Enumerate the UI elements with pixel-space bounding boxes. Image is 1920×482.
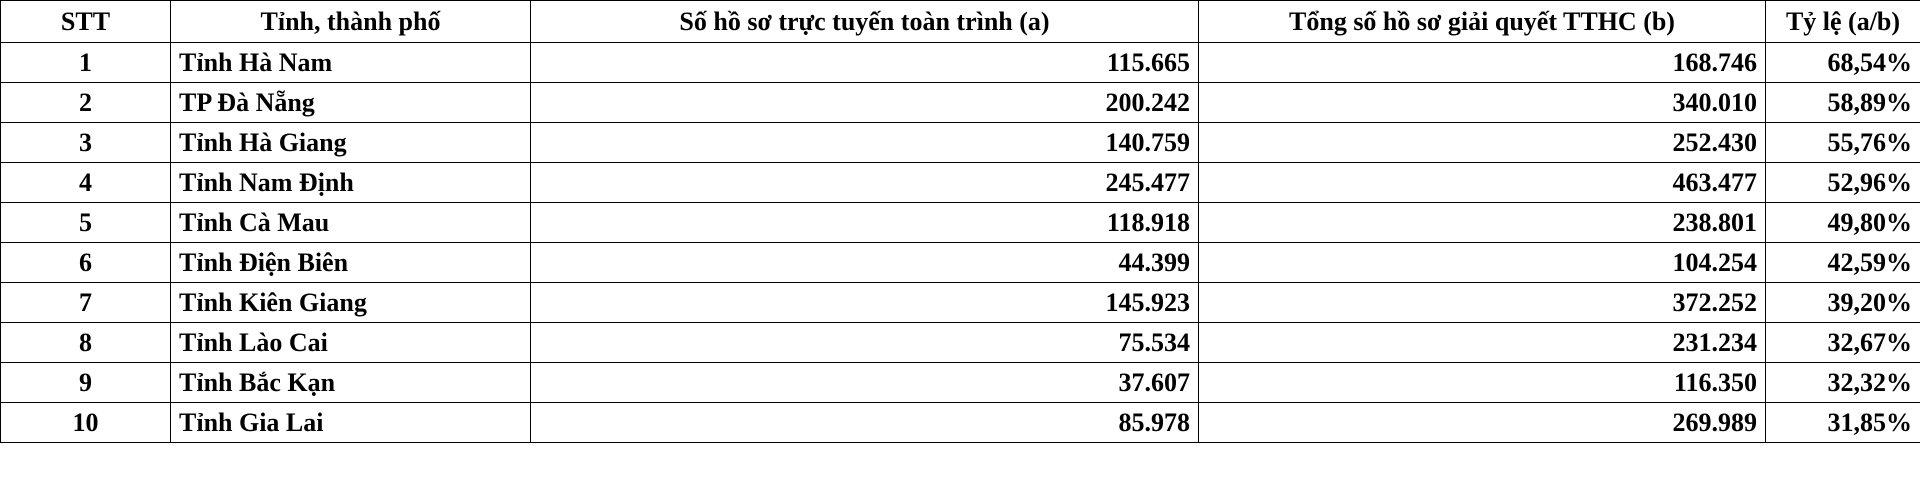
table-row: 8 Tỉnh Lào Cai 75.534 231.234 32,67%	[0, 322, 1920, 363]
cell-total: 252.430	[1198, 122, 1766, 163]
cell-online: 140.759	[530, 122, 1199, 163]
cell-ratio: 52,96%	[1765, 162, 1920, 203]
cell-ratio: 32,67%	[1765, 322, 1920, 363]
cell-online: 115.665	[530, 42, 1199, 83]
header-row: STT Tỉnh, thành phố Số hồ sơ trực tuyến …	[0, 0, 1920, 43]
cell-province: Tỉnh Điện Biên	[170, 242, 531, 283]
cell-online: 118.918	[530, 202, 1199, 243]
cell-total: 340.010	[1198, 82, 1766, 123]
cell-total: 372.252	[1198, 282, 1766, 323]
header-total-dossiers: Tổng số hồ sơ giải quyết TTHC (b)	[1198, 0, 1766, 43]
cell-online: 44.399	[530, 242, 1199, 283]
cell-online: 245.477	[530, 162, 1199, 203]
table-row: 7 Tỉnh Kiên Giang 145.923 372.252 39,20%	[0, 282, 1920, 323]
cell-stt: 6	[0, 242, 171, 283]
cell-province: Tỉnh Kiên Giang	[170, 282, 531, 323]
cell-ratio: 58,89%	[1765, 82, 1920, 123]
cell-total: 104.254	[1198, 242, 1766, 283]
cell-province: Tỉnh Hà Nam	[170, 42, 531, 83]
cell-online: 75.534	[530, 322, 1199, 363]
cell-total: 269.989	[1198, 402, 1766, 443]
cell-total: 231.234	[1198, 322, 1766, 363]
table-row: 2 TP Đà Nẵng 200.242 340.010 58,89%	[0, 82, 1920, 123]
cell-ratio: 55,76%	[1765, 122, 1920, 163]
header-province: Tỉnh, thành phố	[170, 0, 531, 43]
table-row: 4 Tỉnh Nam Định 245.477 463.477 52,96%	[0, 162, 1920, 203]
cell-stt: 7	[0, 282, 171, 323]
cell-online: 85.978	[530, 402, 1199, 443]
table-row: 6 Tỉnh Điện Biên 44.399 104.254 42,59%	[0, 242, 1920, 283]
cell-province: TP Đà Nẵng	[170, 82, 531, 123]
table-body: 1 Tỉnh Hà Nam 115.665 168.746 68,54% 2 T…	[0, 42, 1920, 443]
table-row: 5 Tỉnh Cà Mau 118.918 238.801 49,80%	[0, 202, 1920, 243]
cell-ratio: 68,54%	[1765, 42, 1920, 83]
cell-province: Tỉnh Bắc Kạn	[170, 362, 531, 403]
cell-total: 238.801	[1198, 202, 1766, 243]
cell-province: Tỉnh Hà Giang	[170, 122, 531, 163]
cell-stt: 1	[0, 42, 171, 83]
cell-total: 463.477	[1198, 162, 1766, 203]
cell-total: 116.350	[1198, 362, 1766, 403]
table-row: 9 Tỉnh Bắc Kạn 37.607 116.350 32,32%	[0, 362, 1920, 403]
cell-online: 37.607	[530, 362, 1199, 403]
table-row: 3 Tỉnh Hà Giang 140.759 252.430 55,76%	[0, 122, 1920, 163]
cell-ratio: 32,32%	[1765, 362, 1920, 403]
cell-stt: 8	[0, 322, 171, 363]
cell-province: Tỉnh Cà Mau	[170, 202, 531, 243]
header-stt: STT	[0, 0, 171, 43]
cell-stt: 2	[0, 82, 171, 123]
cell-province: Tỉnh Gia Lai	[170, 402, 531, 443]
cell-stt: 5	[0, 202, 171, 243]
table-row: 10 Tỉnh Gia Lai 85.978 269.989 31,85%	[0, 402, 1920, 443]
cell-ratio: 49,80%	[1765, 202, 1920, 243]
table-row: 1 Tỉnh Hà Nam 115.665 168.746 68,54%	[0, 42, 1920, 83]
cell-stt: 4	[0, 162, 171, 203]
cell-total: 168.746	[1198, 42, 1766, 83]
cell-stt: 10	[0, 402, 171, 443]
table-header: STT Tỉnh, thành phố Số hồ sơ trực tuyến …	[0, 0, 1920, 43]
cell-ratio: 31,85%	[1765, 402, 1920, 443]
cell-stt: 9	[0, 362, 171, 403]
ranking-table: STT Tỉnh, thành phố Số hồ sơ trực tuyến …	[0, 0, 1920, 443]
cell-online: 200.242	[530, 82, 1199, 123]
cell-province: Tỉnh Nam Định	[170, 162, 531, 203]
header-ratio: Tỷ lệ (a/b)	[1765, 0, 1920, 43]
cell-stt: 3	[0, 122, 171, 163]
header-online-dossiers: Số hồ sơ trực tuyến toàn trình (a)	[530, 0, 1199, 43]
cell-province: Tỉnh Lào Cai	[170, 322, 531, 363]
cell-online: 145.923	[530, 282, 1199, 323]
cell-ratio: 39,20%	[1765, 282, 1920, 323]
cell-ratio: 42,59%	[1765, 242, 1920, 283]
